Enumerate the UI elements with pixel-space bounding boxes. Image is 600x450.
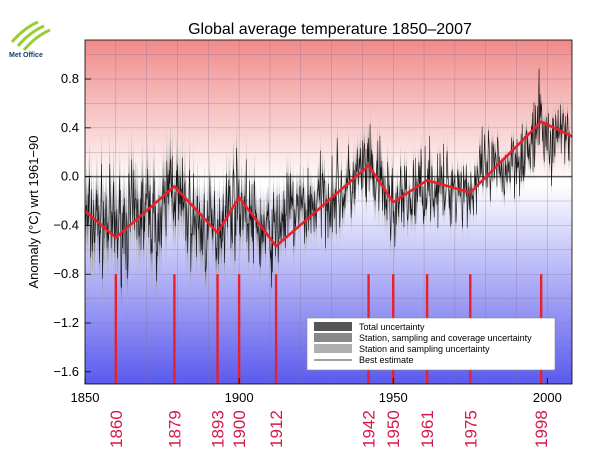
logo-stripe bbox=[10, 20, 39, 43]
marker-year-label: 1942 bbox=[360, 410, 379, 448]
marker-year-label: 1893 bbox=[209, 410, 228, 448]
marker-year-label: 1860 bbox=[107, 410, 126, 448]
x-tick-label: 1850 bbox=[71, 390, 100, 405]
best-estimate-series bbox=[84, 68, 571, 289]
x-tick-label: 2000 bbox=[533, 390, 562, 405]
legend-entry-label: Best estimate bbox=[359, 355, 414, 365]
legend-entry-label: Total uncertainty bbox=[359, 322, 425, 332]
y-tick-label: −1.6 bbox=[53, 364, 79, 379]
y-tick-label: −1.2 bbox=[53, 315, 79, 330]
y-tick-label: −0.8 bbox=[53, 266, 79, 281]
marker-year-label: 1998 bbox=[532, 410, 551, 448]
met-office-logo bbox=[10, 20, 51, 51]
plot-frame bbox=[84, 39, 573, 385]
best-estimate-line bbox=[84, 68, 571, 289]
marker-year-label: 1975 bbox=[461, 410, 480, 448]
x-tick-label: 1950 bbox=[379, 390, 408, 405]
x-axis: 1850 1900 1950 2000 bbox=[71, 378, 562, 405]
chart-title: Global average temperature 1850–2007 bbox=[188, 21, 472, 38]
x-tick-label: 1900 bbox=[225, 390, 254, 405]
marker-year-label: 1912 bbox=[267, 410, 286, 448]
marker-year-label: 1950 bbox=[384, 410, 403, 448]
marker-year-label: 1961 bbox=[418, 410, 437, 448]
y-axis: −1.6 −1.2 −0.8 −0.4 0.0 0.4 0.8 bbox=[53, 71, 91, 379]
legend-swatch bbox=[314, 322, 352, 331]
legend-entry-label: Station and sampling uncertainty bbox=[359, 344, 490, 354]
y-tick-label: 0.8 bbox=[61, 71, 79, 86]
trend-line bbox=[84, 120, 573, 248]
legend-swatch bbox=[314, 333, 352, 342]
y-tick-label: 0.4 bbox=[61, 120, 79, 135]
trend-line-group bbox=[84, 120, 573, 248]
logo-stripe bbox=[22, 28, 51, 51]
marker-year-labels: 1860 1879 1893 1900 1912 1942 1950 1961 1975 1998 bbox=[107, 410, 551, 448]
marker-year-label: 1900 bbox=[230, 410, 249, 448]
logo-stripe bbox=[16, 24, 45, 47]
legend-entry-label: Station, sampling and coverage uncertain… bbox=[359, 333, 532, 343]
y-tick-label: −0.4 bbox=[53, 217, 79, 232]
logo-text: Met Office bbox=[9, 52, 43, 59]
y-axis-label: Anomaly (°C) wrt 1961−90 bbox=[26, 136, 41, 289]
legend-swatch bbox=[314, 344, 352, 353]
marker-year-label: 1879 bbox=[165, 410, 184, 448]
y-tick-label: 0.0 bbox=[61, 169, 79, 184]
